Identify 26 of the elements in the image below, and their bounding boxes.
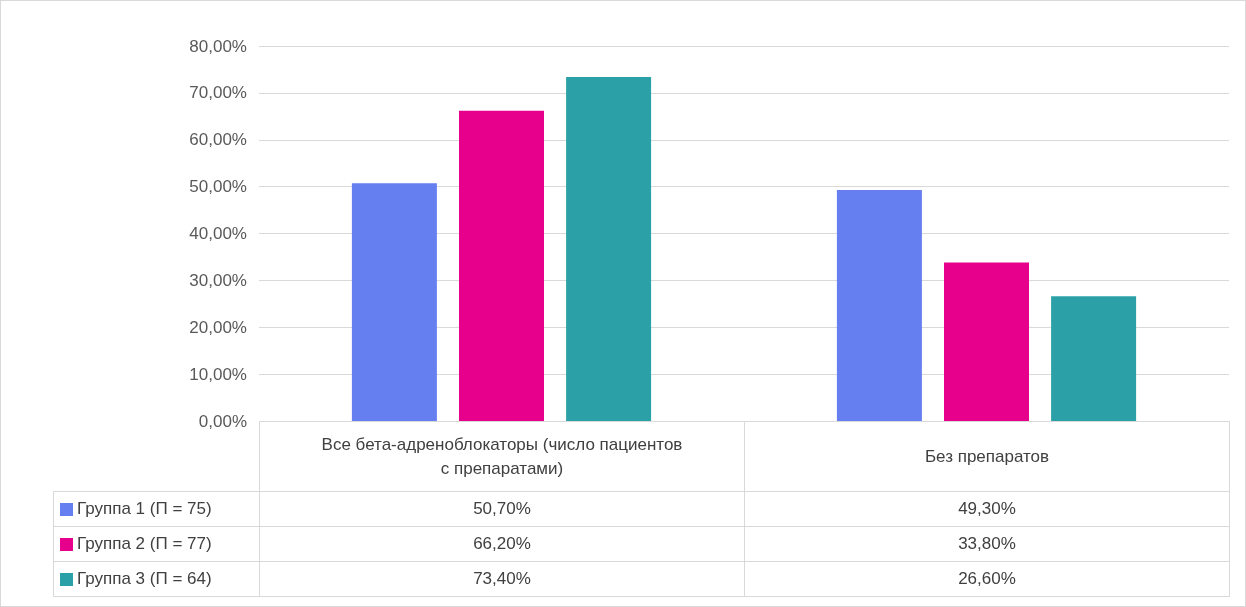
x-tick-label: Без препаратов (744, 421, 1230, 492)
legend-label: Группа 3 (П = 64) (77, 569, 212, 589)
bar (566, 76, 652, 421)
data-label: 73,40% (259, 561, 745, 597)
bar (944, 262, 1029, 421)
y-tick-label: 20,00% (189, 317, 247, 337)
data-label: 26,60% (744, 561, 1230, 597)
y-tick-label: 10,00% (189, 364, 247, 384)
y-tick-label: 40,00% (189, 224, 247, 243)
data-label: 33,80% (744, 526, 1230, 562)
bar (1051, 296, 1137, 421)
data-label: 66,20% (259, 526, 745, 562)
legend-label: Группа 2 (П = 77) (77, 534, 212, 554)
data-label: 49,30% (744, 491, 1230, 527)
y-tick-label: 80,00% (189, 36, 247, 56)
legend-label: Группа 1 (П = 75) (77, 499, 212, 519)
x-tick-label: Все бета-адреноблокаторы (число пациентов с препаратами) (259, 421, 745, 492)
bar (459, 110, 544, 421)
y-tick-label: 60,00% (189, 130, 247, 150)
bar (836, 189, 922, 421)
bar (351, 183, 437, 421)
y-tick-label: 50,00% (189, 177, 247, 197)
y-tick-label: 70,00% (189, 83, 247, 103)
y-tick-label: 30,00% (189, 270, 247, 290)
data-label: 50,70% (259, 491, 745, 527)
y-tick-label: 0,00% (198, 411, 247, 431)
